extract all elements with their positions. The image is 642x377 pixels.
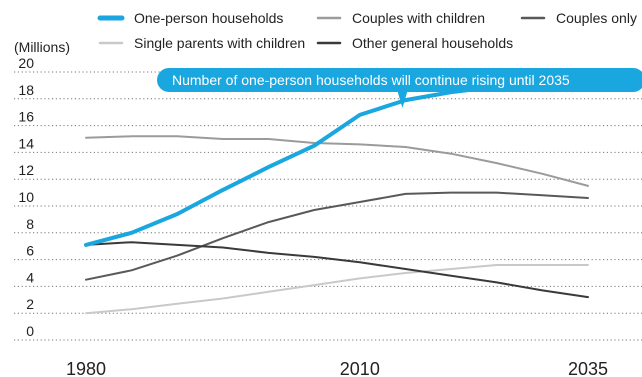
series-line-couples-only <box>85 191 589 281</box>
y-axis-label: (Millions) <box>14 39 70 55</box>
annotation-callout: Number of one-person households will con… <box>157 68 642 108</box>
annotation-bubble <box>157 68 642 92</box>
y-tick-labels: 0 2 4 6 8 10 12 14 16 18 20 <box>18 55 34 339</box>
series-line-couples-with-children <box>85 135 589 187</box>
y-tick-label: 20 <box>18 55 34 71</box>
x-tick-labels: 1980 2010 2035 <box>66 359 608 377</box>
y-tick-label: 12 <box>18 162 34 178</box>
annotation-pointer <box>397 91 408 108</box>
legend-label: Other general households <box>352 35 513 51</box>
y-tick-label: 4 <box>26 269 34 285</box>
y-tick-label: 18 <box>18 82 34 98</box>
y-tick-label: 16 <box>18 109 34 125</box>
legend-label: Single parents with children <box>134 35 305 51</box>
x-tick-label: 1980 <box>66 359 106 377</box>
y-tick-label: 2 <box>26 296 34 312</box>
series-line-one-person-households <box>84 84 590 247</box>
series-line-single-parents-with-children <box>85 264 589 315</box>
y-tick-label: 0 <box>26 323 34 339</box>
y-tick-label: 10 <box>18 189 34 205</box>
x-tick-label: 2010 <box>340 359 380 377</box>
legend: One-person households Couples with childr… <box>97 10 637 51</box>
y-tick-label: 6 <box>26 243 34 259</box>
series-line-other-general-households <box>85 241 589 299</box>
annotation-text: Number of one-person households will con… <box>172 72 570 88</box>
legend-label: Couples with children <box>352 10 485 26</box>
x-tick-label: 2035 <box>568 359 608 377</box>
series-lines <box>84 84 590 315</box>
y-tick-label: 8 <box>26 216 34 232</box>
grid-lines <box>14 71 642 341</box>
legend-label: One-person households <box>134 10 283 26</box>
y-tick-label: 14 <box>18 135 34 151</box>
legend-label: Couples only <box>556 10 637 26</box>
